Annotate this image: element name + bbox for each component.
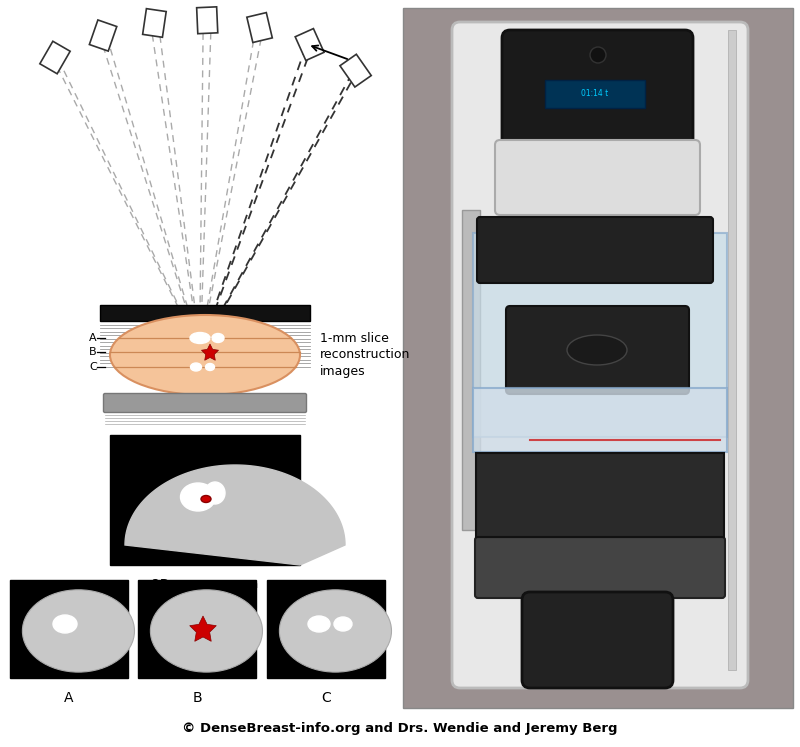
Bar: [462, 210, 480, 530]
Bar: [247, 13, 272, 43]
Ellipse shape: [567, 335, 627, 365]
Ellipse shape: [181, 483, 215, 511]
Text: B: B: [90, 347, 97, 357]
Ellipse shape: [334, 617, 352, 631]
Bar: [728, 30, 736, 670]
Ellipse shape: [110, 315, 300, 395]
Polygon shape: [125, 465, 345, 565]
FancyBboxPatch shape: [477, 217, 713, 283]
Polygon shape: [190, 616, 216, 642]
Bar: [40, 41, 70, 74]
Bar: [90, 20, 117, 51]
Ellipse shape: [212, 333, 224, 343]
Bar: [545, 80, 645, 108]
Ellipse shape: [22, 590, 134, 672]
Bar: [295, 28, 324, 61]
FancyBboxPatch shape: [473, 388, 727, 452]
Bar: [340, 55, 371, 87]
Ellipse shape: [206, 364, 214, 371]
Bar: [403, 8, 793, 708]
Ellipse shape: [190, 363, 202, 371]
Bar: [267, 580, 385, 678]
Ellipse shape: [308, 616, 330, 632]
FancyBboxPatch shape: [473, 233, 727, 437]
Text: A: A: [90, 333, 97, 343]
Bar: [100, 305, 310, 321]
Ellipse shape: [150, 590, 262, 672]
FancyBboxPatch shape: [506, 306, 689, 394]
Ellipse shape: [279, 590, 391, 672]
Text: B: B: [192, 691, 202, 705]
Bar: [142, 9, 166, 37]
FancyBboxPatch shape: [495, 140, 700, 215]
FancyBboxPatch shape: [452, 22, 748, 688]
FancyBboxPatch shape: [502, 30, 693, 166]
FancyBboxPatch shape: [475, 537, 725, 598]
Text: 01:14 t: 01:14 t: [582, 90, 609, 99]
Text: C: C: [90, 362, 97, 372]
Bar: [10, 580, 128, 678]
FancyBboxPatch shape: [522, 592, 673, 688]
Text: 2D mammogram: 2D mammogram: [152, 578, 258, 591]
Polygon shape: [202, 344, 218, 360]
Text: © DenseBreast-info.org and Drs. Wendie and Jeremy Berg: © DenseBreast-info.org and Drs. Wendie a…: [182, 722, 618, 735]
Text: A: A: [64, 691, 74, 705]
Bar: [110, 435, 300, 565]
Ellipse shape: [190, 332, 210, 344]
Text: C: C: [321, 691, 331, 705]
Bar: [197, 7, 218, 34]
FancyBboxPatch shape: [476, 453, 724, 537]
Ellipse shape: [205, 482, 225, 504]
Ellipse shape: [590, 47, 606, 63]
Bar: [138, 580, 256, 678]
Text: 1-mm slice
reconstruction
images: 1-mm slice reconstruction images: [320, 332, 410, 379]
Ellipse shape: [201, 495, 211, 503]
FancyBboxPatch shape: [103, 394, 306, 412]
Ellipse shape: [53, 615, 77, 633]
